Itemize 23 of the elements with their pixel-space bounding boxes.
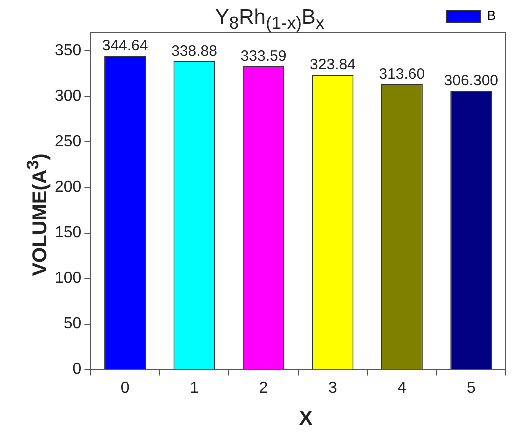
x-tick-label: 5 xyxy=(466,380,476,397)
y-tick-label: 0 xyxy=(72,361,82,378)
chart-title: Y$_{8}$Rh$_{(1-x)}$B$_{x}$ xyxy=(214,6,326,34)
x-axis-title: X xyxy=(298,408,314,431)
data-label: 333.59 xyxy=(240,48,287,65)
x-tick-label: 2 xyxy=(259,380,268,397)
y-tick-label: 100 xyxy=(54,270,82,288)
x-tick-label: 4 xyxy=(398,380,407,397)
data-label: 313.60 xyxy=(379,66,426,83)
data-label: 344.64 xyxy=(102,38,148,55)
y-tick-label: 200 xyxy=(54,179,82,196)
legend-label: B xyxy=(487,8,496,24)
y-tick-label: 150 xyxy=(54,224,82,242)
y-tick-label: 250 xyxy=(54,134,82,151)
data-label: 323.84 xyxy=(310,56,356,74)
x-tick-label: 1 xyxy=(190,380,200,397)
y-tick-label: 350 xyxy=(54,42,82,60)
x-tick-label: 0 xyxy=(120,380,130,397)
y-tick-label: 300 xyxy=(54,88,82,106)
data-label: 306.300 xyxy=(444,72,499,90)
data-label: 338.88 xyxy=(172,42,218,60)
x-tick-label: 3 xyxy=(328,380,338,397)
y-tick-label: 50 xyxy=(64,316,82,333)
